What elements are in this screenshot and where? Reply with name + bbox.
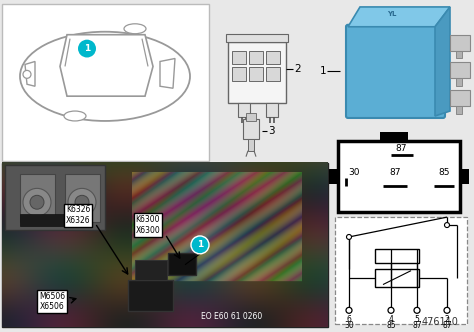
Bar <box>128 280 173 311</box>
Text: 85: 85 <box>386 321 396 330</box>
Bar <box>20 175 55 222</box>
Bar <box>456 50 462 58</box>
FancyBboxPatch shape <box>346 25 445 118</box>
Text: K6326
X6326: K6326 X6326 <box>66 206 91 225</box>
Text: K6300
X6300: K6300 X6300 <box>136 215 160 235</box>
Ellipse shape <box>64 111 86 121</box>
Bar <box>5 165 105 230</box>
Polygon shape <box>60 35 153 96</box>
Bar <box>266 103 278 117</box>
Text: 87: 87 <box>412 321 422 330</box>
Bar <box>226 34 288 42</box>
Bar <box>266 67 280 81</box>
Bar <box>2 163 328 327</box>
Bar <box>335 217 467 324</box>
Bar <box>460 169 469 184</box>
Text: 1: 1 <box>84 44 90 53</box>
Bar <box>135 260 167 280</box>
Text: 87: 87 <box>389 168 401 177</box>
Circle shape <box>388 307 394 313</box>
Bar <box>375 249 419 263</box>
Bar <box>249 50 263 64</box>
Circle shape <box>346 307 352 313</box>
Circle shape <box>23 70 31 78</box>
Text: 87: 87 <box>442 321 452 330</box>
Text: YL: YL <box>387 11 397 17</box>
Bar <box>246 113 256 121</box>
Text: 85: 85 <box>438 168 450 177</box>
Bar <box>232 67 246 81</box>
Circle shape <box>445 222 449 227</box>
Bar <box>232 50 246 64</box>
Text: EO E60 61 0260: EO E60 61 0260 <box>201 312 263 321</box>
Circle shape <box>75 195 89 209</box>
Circle shape <box>414 307 420 313</box>
Bar <box>249 67 263 81</box>
Bar <box>450 90 470 106</box>
Bar <box>450 35 470 50</box>
Polygon shape <box>435 7 450 116</box>
Bar <box>65 175 100 222</box>
Circle shape <box>346 234 352 239</box>
Text: 4: 4 <box>389 315 393 324</box>
Circle shape <box>30 195 44 209</box>
Ellipse shape <box>20 32 190 121</box>
Polygon shape <box>160 58 175 88</box>
Bar <box>380 132 408 141</box>
Circle shape <box>23 188 51 216</box>
Bar <box>20 214 85 226</box>
Text: 1: 1 <box>197 240 203 249</box>
Circle shape <box>191 236 209 254</box>
Bar <box>375 269 419 287</box>
Text: 2: 2 <box>294 64 301 74</box>
Circle shape <box>78 40 96 57</box>
Bar <box>2 4 209 161</box>
Bar <box>456 78 462 86</box>
Bar <box>228 42 286 103</box>
Bar <box>238 103 250 117</box>
Text: 87: 87 <box>395 144 407 153</box>
Circle shape <box>68 188 96 216</box>
Ellipse shape <box>124 24 146 34</box>
Text: 476110: 476110 <box>421 317 458 327</box>
Bar <box>456 106 462 114</box>
Bar <box>266 50 280 64</box>
Text: 30: 30 <box>348 168 360 177</box>
Bar <box>243 119 259 139</box>
Text: 6: 6 <box>346 315 351 324</box>
Bar <box>329 169 338 184</box>
Text: 1: 1 <box>319 66 326 76</box>
Polygon shape <box>348 7 450 27</box>
Bar <box>338 141 460 212</box>
Bar <box>450 62 470 78</box>
Text: 2: 2 <box>445 315 449 324</box>
Bar <box>248 139 254 151</box>
Text: 30: 30 <box>344 321 354 330</box>
Text: M6506
X6506: M6506 X6506 <box>39 292 65 311</box>
Text: 5: 5 <box>415 315 419 324</box>
Bar <box>168 253 196 275</box>
Text: 3: 3 <box>268 126 274 136</box>
Circle shape <box>444 307 450 313</box>
Polygon shape <box>25 61 35 86</box>
